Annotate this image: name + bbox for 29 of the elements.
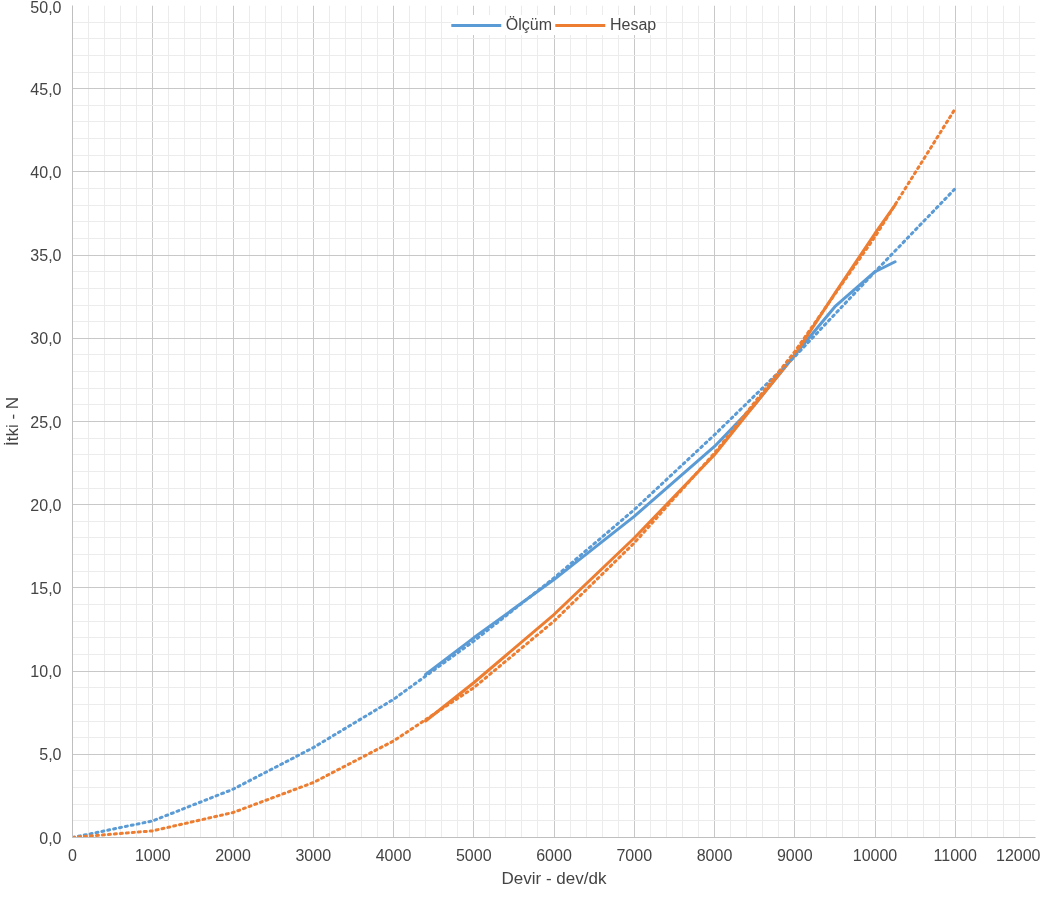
- x-tick-label: 8000: [696, 846, 733, 864]
- x-tick-label: 10000: [852, 846, 898, 864]
- x-tick-label: 1000: [134, 846, 171, 864]
- y-tick-label: 20,0: [30, 496, 62, 514]
- x-tick-label: 0: [68, 846, 78, 864]
- y-tick-label: 25,0: [30, 413, 62, 431]
- line-series: [424, 203, 897, 723]
- y-tick-label: 40,0: [30, 163, 62, 181]
- x-tick-label: 4000: [375, 846, 412, 864]
- y-tick-label: 0,0: [39, 829, 62, 847]
- y-tick-label: 50,0: [30, 0, 62, 16]
- y-axis-title: İtki - N: [3, 396, 23, 447]
- x-tick-label: 7000: [616, 846, 653, 864]
- x-axis-title: Devir - dev/dk: [501, 868, 607, 888]
- y-tick-label: 5,0: [39, 746, 62, 764]
- x-tick-label: 5000: [455, 846, 492, 864]
- legend-label: Ölçüm: [505, 16, 552, 34]
- x-tick-label: 12000: [996, 846, 1041, 864]
- x-tick-label: 9000: [776, 846, 813, 864]
- x-tick-label: 6000: [536, 846, 572, 864]
- x-tick-label: 3000: [295, 846, 332, 864]
- y-tick-label: 15,0: [30, 579, 62, 597]
- y-tick-label: 35,0: [30, 247, 62, 265]
- y-tick-label: 10,0: [30, 663, 62, 681]
- y-tick-label: 30,0: [30, 330, 62, 348]
- x-tick-label: 2000: [215, 846, 251, 864]
- legend-label: Hesap: [609, 16, 657, 34]
- x-tick-label: 11000: [933, 846, 977, 864]
- y-tick-label: 45,0: [30, 80, 62, 98]
